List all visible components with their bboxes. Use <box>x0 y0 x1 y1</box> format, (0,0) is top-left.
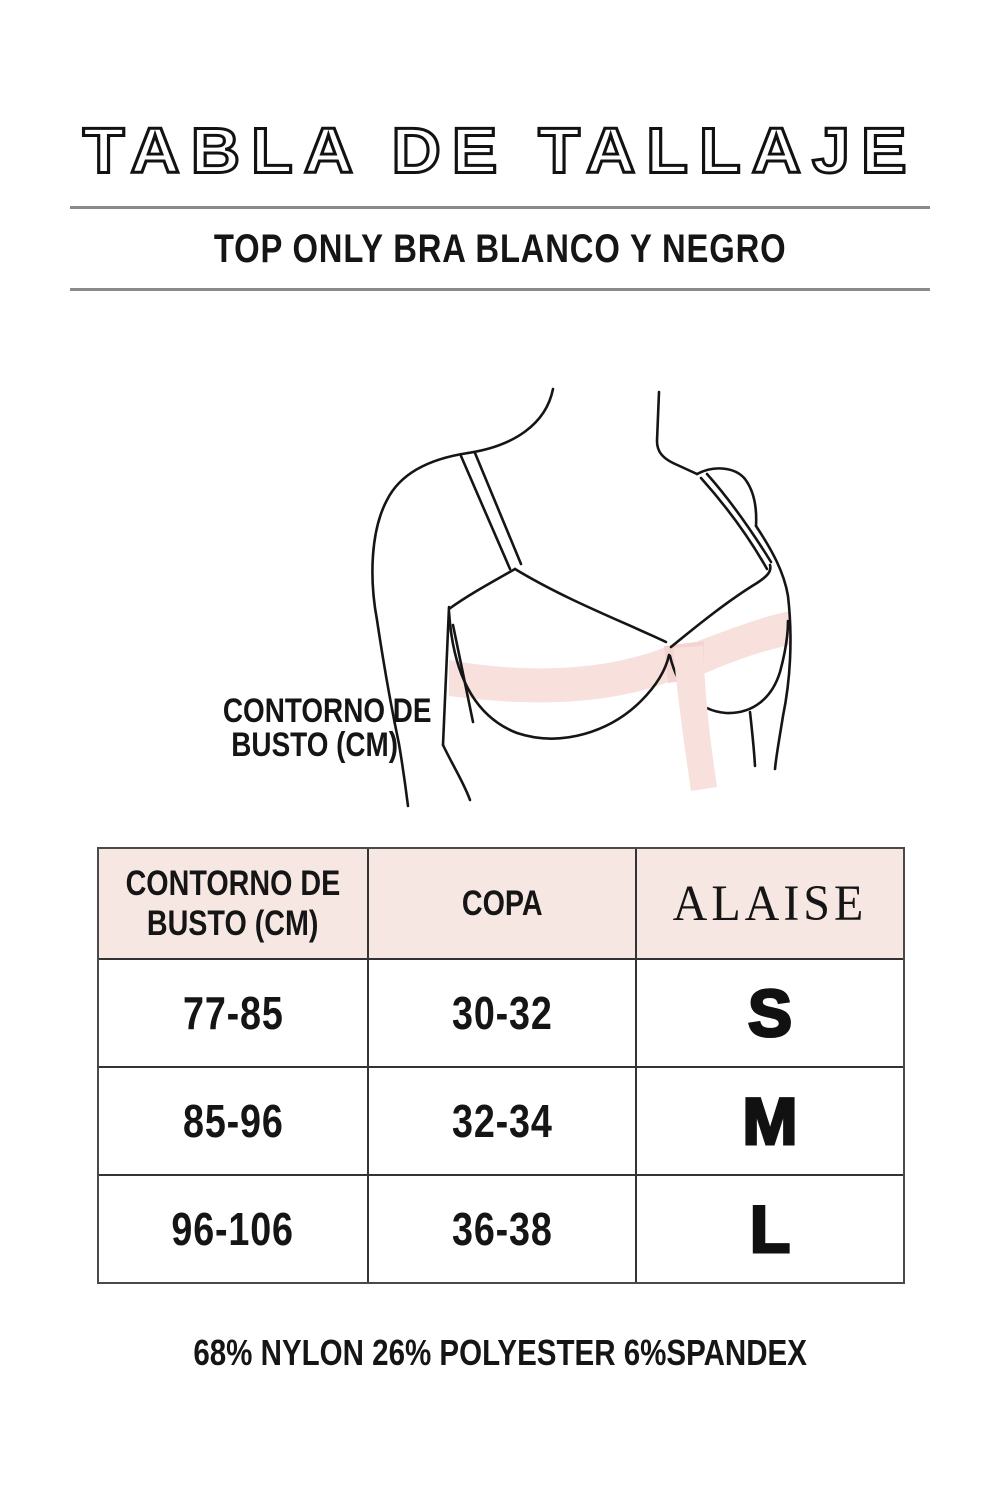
contorno-busto-label: CONTORNO DE BUSTO (CM) <box>200 692 432 764</box>
cell-busto: 96-106 <box>171 1203 295 1255</box>
table-row: 85-96 32-34 M <box>99 1066 903 1174</box>
cell-copa: 36-38 <box>367 1176 635 1282</box>
header-cell-copa: COPA <box>367 849 635 958</box>
cell-talla: M <box>635 1068 903 1174</box>
torso-lines <box>371 387 792 808</box>
divider-bottom <box>70 288 930 291</box>
page-title: TABLA DE TALLAJE <box>81 113 918 188</box>
header-cell-brand-logo: ALAISE <box>635 849 903 958</box>
size-table-header-row: CONTORNO DE BUSTO (CM) COPA ALAISE <box>99 849 903 958</box>
contorno-label-line2: BUSTO (CM) <box>231 726 399 764</box>
cell-copa: 30-32 <box>367 960 635 1066</box>
alaise-logo: ALAISE <box>672 875 868 932</box>
contorno-label-line1: CONTORNO DE <box>222 692 432 730</box>
product-name: TOP ONLY BRA BLANCO Y NEGRO <box>213 226 787 271</box>
size-table: CONTORNO DE BUSTO (CM) COPA ALAISE 77-85… <box>97 847 905 1284</box>
measuring-ribbon-tail <box>673 646 717 791</box>
fabric-composition-wrap: 68% NYLON 26% POLYESTER 6%SPANDEX <box>0 1328 1000 1378</box>
product-name-wrap: TOP ONLY BRA BLANCO Y NEGRO <box>0 226 1000 272</box>
divider-top <box>70 206 930 209</box>
table-row: 96-106 36-38 L <box>99 1174 903 1282</box>
fabric-composition: 68% NYLON 26% POLYESTER 6%SPANDEX <box>193 1332 807 1373</box>
cell-busto: 77-85 <box>182 987 284 1039</box>
measuring-ribbon-band <box>449 611 790 703</box>
bust-line-art-svg <box>371 387 792 808</box>
cell-copa: 32-34 <box>367 1068 635 1174</box>
page-title-wrap: TABLA DE TALLAJE <box>0 98 1000 202</box>
cell-talla: L <box>635 1176 903 1282</box>
table-row: 77-85 30-32 S <box>99 958 903 1066</box>
cell-talla: S <box>635 960 903 1066</box>
bust-illustration <box>355 372 815 817</box>
cell-busto: 85-96 <box>182 1095 284 1147</box>
header-cell-contorno: CONTORNO DE BUSTO (CM) <box>125 863 341 943</box>
